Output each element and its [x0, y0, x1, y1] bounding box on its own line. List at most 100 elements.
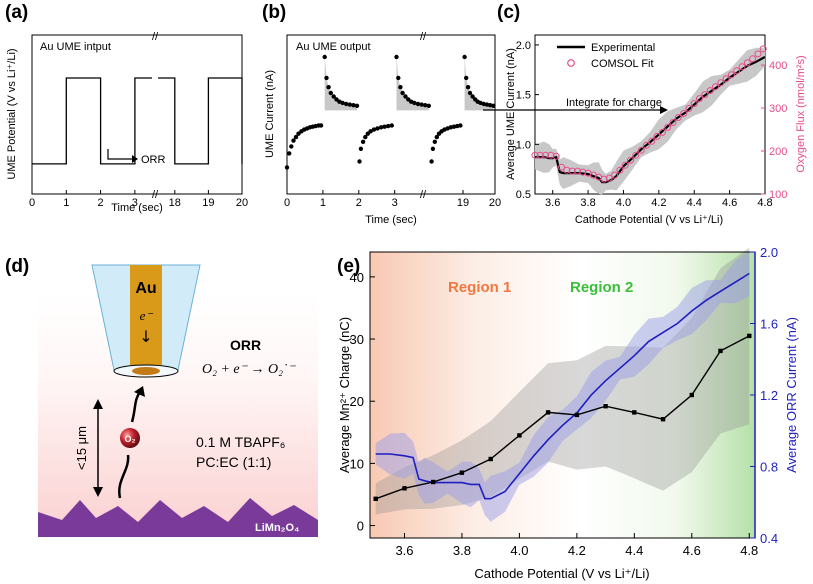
panel-e-xtick-label: 4.8: [740, 543, 758, 558]
panel-e-mn-point: [545, 410, 551, 415]
panel-e-ytick-label: 40: [350, 270, 364, 285]
panel-c-comsol-point: [722, 75, 730, 83]
panel-c-comsol-point: [552, 152, 560, 160]
panel-c-ytick-label: 2.0: [516, 40, 531, 52]
panel-e-ylabel: Average Mn²⁺ Charge (nC): [337, 317, 352, 473]
panel-b-point: [360, 139, 366, 144]
panel-c-comsol-point: [632, 151, 640, 159]
panel-c-comsol-point: [690, 100, 698, 108]
panel-c-xlabel: Cathode Potential (V vs Li⁺/Li): [575, 214, 723, 226]
panel-c-ticks: 3.6 3.8 4.0 4.2 4.4 4.6 4.8 0.5 1.0 1.5 2.0 100 200 3…: [516, 40, 788, 209]
panel-e-mn-point: [574, 412, 580, 418]
panel-b-point: [378, 125, 384, 130]
panel-label-e: (e): [337, 256, 360, 277]
panel-e-ticks: 3.6 3.8 4.0 4.2 4.4 4.6 4.8 0 10 20 30 40 0.4 0.8 1.2 1…: [350, 245, 779, 558]
panel-b-point: [430, 146, 436, 151]
panel-b-point: [389, 123, 394, 128]
panel-e-ytick-label: 0: [357, 519, 364, 534]
panel-c-comsol-point: [653, 132, 661, 140]
panel-e-mn-point: [517, 433, 522, 438]
arrow-head-icon: [93, 399, 103, 409]
panel-a-xlabel: Time (sec): [111, 202, 163, 214]
panel-c-chart: 3.6 3.8 4.0 4.2 4.4 4.6 4.8 0.5 1.0 1.5 2.0 100 200 3…: [483, 34, 807, 226]
panel-b-point: [357, 159, 362, 164]
panel-a-xtick-label: 3: [132, 197, 138, 209]
panel-b-xtick-label: 0: [284, 197, 290, 209]
panel-e-xtick-label: 4.6: [683, 543, 701, 558]
panel-b-point: [458, 123, 463, 128]
panel-e-y2label: Average ORR Current (nA): [784, 317, 799, 473]
panel-c-comsol-point: [611, 171, 619, 179]
panel-e-orr-line: [375, 272, 750, 500]
panel-c-comsol-point: [627, 156, 634, 164]
panel-a-xtick-label: 0: [29, 197, 35, 209]
panel-e-y2tick-label: 1.6: [760, 317, 778, 332]
panel-b-xtick-label: 19: [457, 197, 469, 209]
panel-a-orr-label: ORR: [141, 154, 166, 166]
distance-label: <15 μm: [74, 426, 89, 470]
panel-c-xtick-label: 4.6: [722, 197, 737, 209]
panel-c-y2tick-label: 100: [769, 189, 787, 201]
panel-e-xtick-label: 3.6: [395, 543, 413, 558]
panel-e-mn-point: [718, 348, 723, 354]
panel-a-series: [32, 77, 243, 165]
panel-c-comsol-point: [643, 141, 650, 149]
panel-label-d: (d): [5, 256, 29, 277]
panel-b-title: Au UME output: [296, 41, 371, 53]
panel-c-frame: [534, 34, 766, 195]
panel-b-point: [382, 124, 387, 129]
axis-break-icon: //: [420, 31, 427, 43]
panel-e-orr-band: [375, 250, 750, 522]
panel-b-point: [434, 134, 439, 140]
panel-c-comsol-point: [637, 146, 645, 154]
panel-a-ylabel: UME Potential (V vs Li⁺/Li): [6, 48, 18, 179]
o2-label: O₂: [125, 434, 136, 444]
panel-c-ytick-label: 1.5: [516, 90, 531, 102]
panel-b-point: [429, 159, 434, 164]
panel-b-point: [403, 94, 408, 99]
schematic-panel: LiMn₂O₄ Au e⁻ ↓ ORR O₂ + e⁻ → O₂˙⁻ <15 μ…: [38, 264, 318, 537]
panel-e-series: [373, 272, 752, 501]
panel-b-point: [347, 102, 352, 107]
panel-b-frame: [286, 34, 496, 195]
panel-b-point: [354, 103, 360, 109]
panel-c-comsol-point: [568, 167, 576, 175]
panel-c-xtick-label: 3.8: [580, 197, 595, 209]
legend-comsol: COMSOL Fit: [591, 58, 654, 70]
substrate-label: LiMn₂O₄: [255, 522, 299, 534]
panel-c-comsol-point: [754, 50, 762, 58]
arrow-head-icon: [93, 487, 103, 497]
panel-e-mn-point: [747, 333, 752, 339]
panel-e-y2tick-label: 2.0: [760, 245, 778, 260]
panel-b-point: [328, 90, 333, 96]
region-2-label: Region 2: [570, 279, 633, 296]
region-1-label: Region 1: [448, 279, 511, 296]
panel-c-comsol-point: [600, 175, 608, 183]
panel-e-xlabel: Cathode Potential (V vs Li⁺/Li): [474, 566, 649, 581]
panel-b-xtick-label: 2: [356, 197, 362, 209]
panel-e-xtick-label: 4.4: [625, 543, 643, 558]
legend-experimental: Experimental: [591, 42, 655, 54]
panel-b-point: [324, 75, 329, 81]
panel-b-point: [415, 101, 421, 107]
panel-a-xtick-label: 2: [98, 197, 104, 209]
panel-b-point: [400, 90, 405, 96]
panel-c-y2tick-label: 400: [769, 60, 787, 72]
panel-label-b: (b): [262, 2, 286, 23]
panel-label-a: (a): [5, 2, 28, 23]
electron-label: e⁻: [140, 308, 154, 323]
o2-molecule: [120, 428, 140, 448]
panel-e-mn-point: [373, 496, 378, 501]
panel-b-point: [465, 85, 471, 90]
panel-b-xticks: 0 1 2 3 19 20: [284, 190, 501, 209]
axis-break-icon: //: [152, 189, 159, 201]
panel-b-point: [358, 146, 364, 151]
electrolyte-line-1: 0.1 M TBAPF₆: [196, 434, 285, 450]
panel-e-mn-point: [689, 392, 694, 398]
panel-a-xtick-label: 19: [202, 197, 214, 209]
panel-b-point: [318, 123, 324, 128]
panel-c-comsol-point: [674, 114, 682, 121]
panel-b-point: [396, 75, 401, 81]
panel-c-comsol-point: [727, 71, 735, 79]
panel-b-point: [386, 123, 391, 129]
